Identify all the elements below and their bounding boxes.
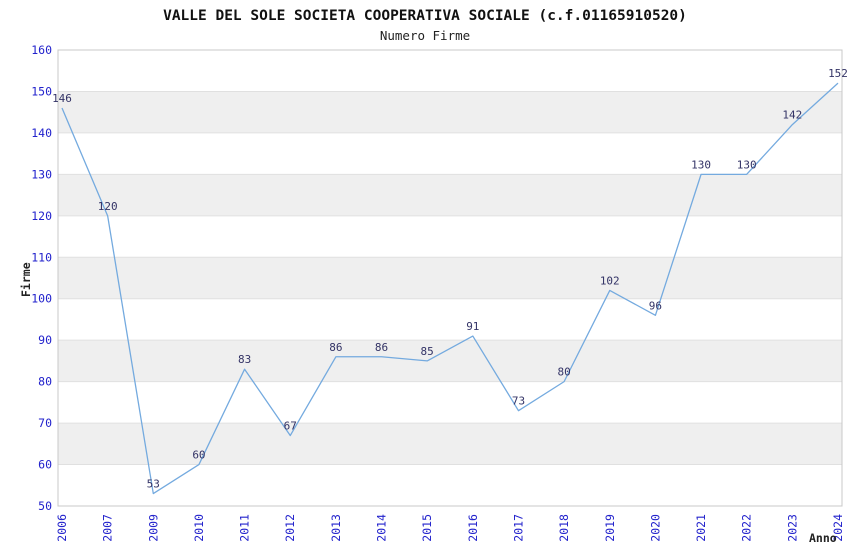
data-label: 85: [421, 345, 434, 358]
x-tick-label: 2019: [603, 514, 617, 542]
data-label: 120: [98, 200, 118, 213]
x-tick-label: 2013: [329, 514, 343, 542]
grid-band: [58, 340, 842, 382]
y-tick-label: 60: [38, 458, 52, 472]
data-label: 86: [329, 341, 342, 354]
grid-band: [58, 174, 842, 216]
y-axis-label: Firme: [19, 262, 33, 297]
data-label: 146: [52, 92, 72, 105]
data-label: 130: [691, 158, 711, 171]
y-tick-label: 120: [31, 209, 52, 223]
data-label: 53: [147, 478, 160, 491]
y-tick-label: 160: [31, 43, 52, 57]
y-tick-label: 90: [38, 333, 52, 347]
y-tick-label: 80: [38, 375, 52, 389]
x-tick-label: 2020: [648, 514, 662, 542]
chart-title: VALLE DEL SOLE SOCIETA COOPERATIVA SOCIA…: [163, 8, 687, 24]
x-tick-label: 2023: [785, 514, 799, 542]
x-tick-label: 2014: [375, 514, 389, 542]
y-tick-label: 50: [38, 499, 52, 513]
data-label: 73: [512, 395, 525, 408]
x-tick-label: 2015: [420, 514, 434, 542]
x-tick-label: 2006: [55, 514, 69, 542]
y-tick-label: 150: [31, 84, 52, 98]
plot-border: [57, 49, 843, 507]
x-tick-label: 2024: [831, 514, 845, 542]
data-label: 67: [284, 420, 297, 433]
data-label: 80: [557, 366, 570, 379]
data-label: 86: [375, 341, 388, 354]
data-label: 96: [649, 299, 662, 312]
x-tick-label: 2016: [466, 514, 480, 542]
data-label: 83: [238, 353, 251, 366]
x-tick-label: 2012: [283, 514, 297, 542]
data-label: 102: [600, 274, 620, 287]
x-tick-label: 2011: [238, 514, 252, 542]
grid-band: [58, 91, 842, 133]
x-tick-label: 2010: [192, 514, 206, 542]
chart-subtitle: Numero Firme: [379, 28, 471, 43]
data-label: 152: [828, 67, 848, 80]
x-tick-label: 2018: [557, 514, 571, 542]
data-label: 91: [466, 320, 479, 333]
y-tick-label: 100: [31, 292, 52, 306]
y-tick-label: 110: [31, 250, 52, 264]
y-tick-label: 130: [31, 167, 52, 181]
x-tick-label: 2021: [694, 514, 708, 542]
x-tick-label: 2007: [101, 514, 115, 542]
grid-band: [58, 257, 842, 299]
x-tick-label: 2022: [740, 514, 754, 542]
data-label: 60: [192, 449, 205, 462]
series-line: [61, 82, 839, 495]
x-tick-label: 2009: [146, 514, 160, 542]
x-axis-label: Anno: [809, 531, 837, 545]
grid-band: [58, 423, 842, 465]
data-label: 130: [737, 158, 757, 171]
y-tick-label: 140: [31, 126, 52, 140]
data-label: 142: [782, 109, 802, 122]
y-tick-label: 70: [38, 416, 52, 430]
x-tick-label: 2017: [511, 514, 525, 542]
